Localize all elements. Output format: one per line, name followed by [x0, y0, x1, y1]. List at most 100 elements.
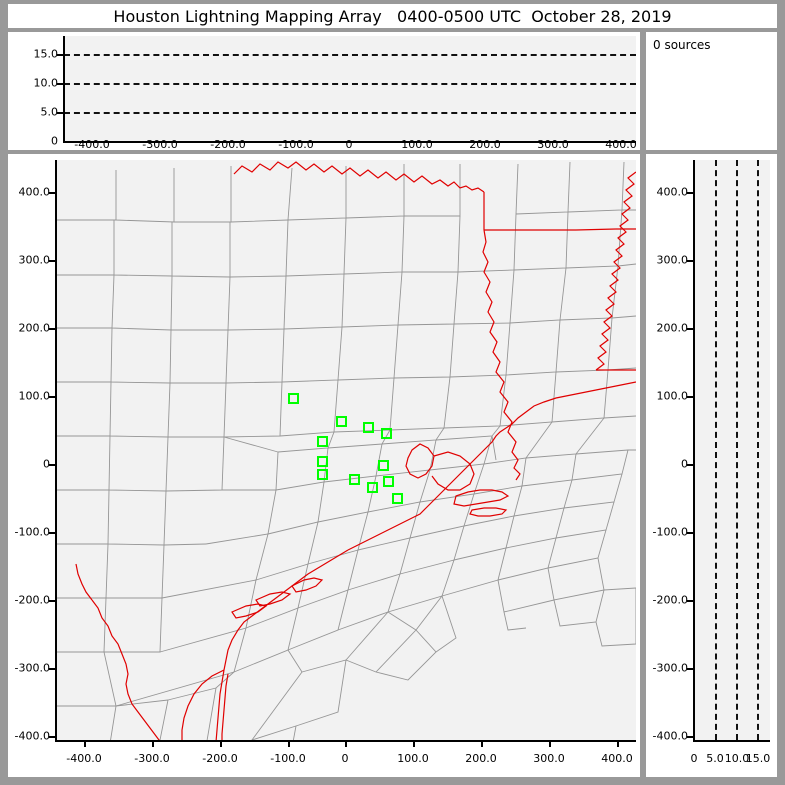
station-marker[interactable] — [383, 476, 394, 487]
station-marker[interactable] — [317, 469, 328, 480]
ytickmark — [49, 668, 56, 670]
ytickmark — [687, 532, 694, 534]
ytickmark — [687, 192, 694, 194]
county-boundaries — [56, 161, 636, 740]
time-height-y-axis — [63, 36, 65, 141]
map-xtick: 100.0 — [397, 752, 429, 765]
station-marker[interactable] — [349, 474, 360, 485]
time-height-xtick: 400.0 — [605, 138, 637, 151]
state-borders-and-coastline — [75, 161, 636, 740]
map-ytick: -400.0 — [14, 729, 50, 743]
time-height-plot-area[interactable] — [64, 36, 636, 141]
map-ytick: 100.0 — [18, 389, 51, 403]
map-xtick: 0 — [341, 752, 349, 765]
xtickmark — [220, 740, 222, 747]
ytickmark — [687, 600, 694, 602]
xtickmark — [549, 740, 551, 747]
gridline-x-10 — [736, 160, 738, 740]
ytickmark — [687, 328, 694, 330]
altitude-ytick: 300.0 — [656, 253, 689, 267]
station-marker[interactable] — [363, 422, 374, 433]
ytickmark — [687, 464, 694, 466]
altitude-histogram-panel[interactable]: 400.0 300.0 200.0 100.0 0 -100.0 -200.0 … — [646, 154, 777, 777]
time-height-xtick: -300.0 — [142, 138, 178, 151]
time-height-xtick: 100.0 — [401, 138, 433, 151]
map-xtick: -400.0 — [66, 752, 102, 765]
altitude-ytick: -100.0 — [652, 525, 688, 539]
station-marker[interactable] — [367, 482, 378, 493]
ytickmark — [687, 396, 694, 398]
altitude-ytick: 400.0 — [656, 185, 689, 199]
station-marker[interactable] — [336, 416, 347, 427]
xtickmark — [413, 740, 415, 747]
altitude-xtick: 0 — [690, 752, 698, 765]
station-marker[interactable] — [378, 460, 389, 471]
xtickmark — [481, 740, 483, 747]
source-count-label: 0 sources — [653, 38, 711, 52]
altitude-y-axis — [693, 160, 695, 740]
time-height-xaxis-labels: -400.0 -300.0 -200.0 -100.0 0 100.0 200.… — [8, 138, 640, 154]
map-xtick: -100.0 — [270, 752, 306, 765]
ytickmark — [49, 192, 56, 194]
xtickmark — [345, 740, 347, 747]
lma-station-markers — [288, 393, 403, 504]
station-marker[interactable] — [381, 428, 392, 439]
map-ytick: 300.0 — [18, 253, 51, 267]
ytickmark — [49, 532, 56, 534]
xtickmark — [84, 740, 86, 747]
xtickmark — [288, 740, 290, 747]
gridline-x-5 — [715, 160, 717, 740]
ytickmark — [687, 736, 694, 738]
xtickmark — [152, 740, 154, 747]
station-marker[interactable] — [317, 456, 328, 467]
ytickmark — [49, 396, 56, 398]
sources-panel[interactable]: 0 sources — [646, 32, 777, 150]
map-ytick: -200.0 — [14, 593, 50, 607]
map-xtick: 300.0 — [533, 752, 565, 765]
map-xtick: -300.0 — [134, 752, 170, 765]
altitude-ytick: -200.0 — [652, 593, 688, 607]
map-plot-area[interactable] — [56, 160, 636, 740]
xtickmark — [617, 740, 619, 747]
time-height-ytick-0: 0 — [51, 134, 58, 148]
ytickmark — [687, 668, 694, 670]
altitude-ytick: 100.0 — [656, 389, 689, 403]
time-height-xtick: -100.0 — [278, 138, 314, 151]
ytickmark — [49, 600, 56, 602]
station-marker[interactable] — [392, 493, 403, 504]
time-height-ytick-15: 15.0 — [33, 47, 59, 61]
time-height-xtick: 0 — [345, 138, 353, 151]
gridline-y-10 — [64, 83, 636, 85]
ytickmark — [49, 328, 56, 330]
station-marker[interactable] — [288, 393, 299, 404]
altitude-ytick: 200.0 — [656, 321, 689, 335]
ytickmark — [687, 260, 694, 262]
map-ytick: 200.0 — [18, 321, 51, 335]
station-marker[interactable] — [317, 436, 328, 447]
map-xtick: -200.0 — [202, 752, 238, 765]
time-height-x-axis — [63, 141, 636, 143]
time-height-panel[interactable]: 15.0 10.0 5.0 0 — [8, 32, 640, 150]
ytickmark — [49, 260, 56, 262]
time-height-xtick: 300.0 — [537, 138, 569, 151]
ytickmark — [57, 83, 64, 85]
time-height-xtick: -200.0 — [210, 138, 246, 151]
altitude-plot-area[interactable] — [694, 160, 770, 740]
ytickmark — [49, 464, 56, 466]
gridline-y-15 — [64, 54, 636, 56]
map-ytick: 0 — [43, 457, 50, 471]
ytickmark — [57, 54, 64, 56]
altitude-ytick: -400.0 — [652, 729, 688, 743]
altitude-xtick: 15.0 — [745, 752, 771, 765]
page-title: Houston Lightning Mapping Array 0400-050… — [113, 6, 672, 26]
map-y-axis — [55, 160, 57, 740]
gridline-x-15 — [757, 160, 759, 740]
time-height-xtick: -400.0 — [74, 138, 110, 151]
ytickmark — [49, 736, 56, 738]
map-graphics — [56, 161, 636, 740]
map-ytick: -300.0 — [14, 661, 50, 675]
map-panel[interactable]: 400.0 300.0 200.0 100.0 0 -100.0 -200.0 … — [8, 154, 640, 777]
title-bar: Houston Lightning Mapping Array 0400-050… — [8, 4, 777, 28]
altitude-ytick: 0 — [681, 457, 688, 471]
